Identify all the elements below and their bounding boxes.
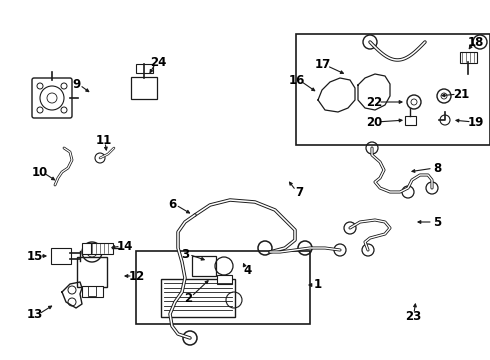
Text: 7: 7: [295, 185, 303, 198]
Text: 6: 6: [168, 198, 176, 211]
Text: 19: 19: [468, 116, 484, 129]
FancyBboxPatch shape: [81, 285, 102, 297]
FancyBboxPatch shape: [405, 116, 416, 125]
Text: 2: 2: [184, 292, 192, 305]
Text: 3: 3: [181, 248, 189, 261]
Text: 17: 17: [315, 58, 331, 72]
Text: 22: 22: [366, 95, 382, 108]
Text: 12: 12: [129, 270, 145, 283]
FancyBboxPatch shape: [192, 256, 216, 276]
FancyBboxPatch shape: [51, 248, 71, 264]
FancyBboxPatch shape: [32, 78, 72, 118]
Text: 14: 14: [117, 239, 133, 252]
Text: 10: 10: [32, 166, 48, 179]
Text: 21: 21: [453, 87, 469, 100]
Text: 1: 1: [314, 279, 322, 292]
Text: 8: 8: [433, 162, 441, 175]
Text: 11: 11: [96, 134, 112, 147]
Text: 18: 18: [468, 36, 484, 49]
Text: 24: 24: [150, 55, 166, 68]
Text: 13: 13: [27, 309, 43, 321]
Bar: [296, 34, 490, 145]
FancyBboxPatch shape: [131, 77, 157, 99]
FancyBboxPatch shape: [217, 274, 231, 284]
Bar: [136, 251, 310, 324]
Text: 20: 20: [366, 116, 382, 129]
Text: 23: 23: [405, 310, 421, 323]
FancyBboxPatch shape: [460, 51, 476, 63]
FancyBboxPatch shape: [136, 63, 152, 72]
Text: 9: 9: [72, 77, 80, 90]
FancyBboxPatch shape: [90, 243, 113, 253]
Text: 5: 5: [433, 216, 441, 229]
FancyBboxPatch shape: [81, 243, 91, 253]
Text: 16: 16: [289, 73, 305, 86]
FancyBboxPatch shape: [161, 279, 235, 317]
Text: 4: 4: [244, 264, 252, 276]
FancyBboxPatch shape: [77, 257, 107, 287]
Text: 15: 15: [27, 249, 43, 262]
